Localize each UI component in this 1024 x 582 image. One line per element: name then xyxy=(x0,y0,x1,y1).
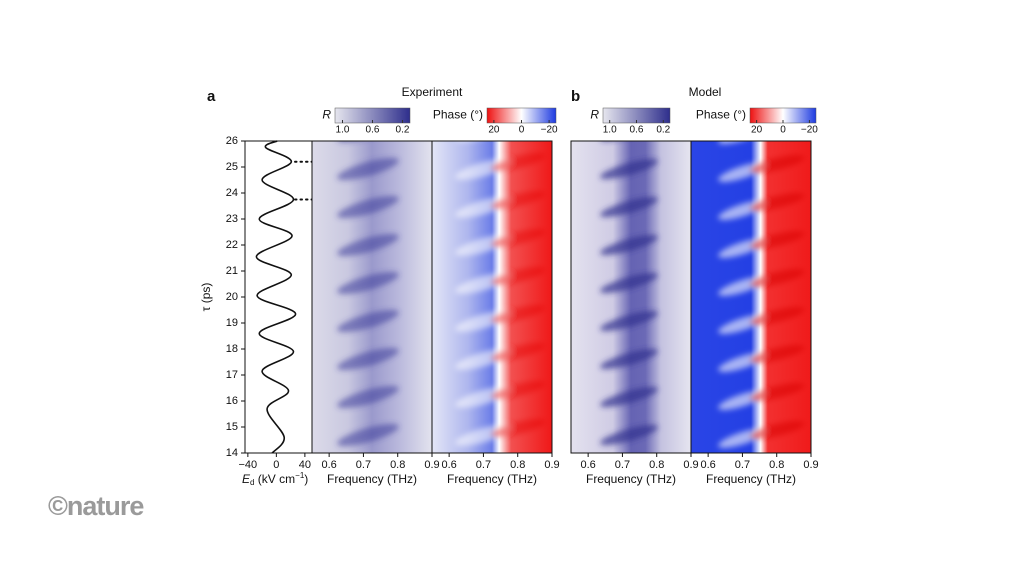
heatmap xyxy=(571,141,691,453)
y-tick-label: 24 xyxy=(226,187,238,199)
x-tick-label: 0.9 xyxy=(803,459,818,471)
x-axis-label: Frequency (THz) xyxy=(586,472,676,486)
x-tick-label: 0.6 xyxy=(580,459,595,471)
y-tick-label: 19 xyxy=(226,317,238,329)
heatmap-texture xyxy=(571,141,691,453)
x-tick-label: 0.8 xyxy=(510,459,525,471)
plot-frame xyxy=(690,140,812,454)
colorbar-tick-label: 1.0 xyxy=(603,125,617,136)
colorbar-label: Phase (°) xyxy=(696,108,746,122)
x-tick-label: 0.8 xyxy=(769,459,784,471)
heatmap-image xyxy=(571,141,691,453)
colorbar-tick-label: 0 xyxy=(519,125,525,136)
x-tick-label: 40 xyxy=(299,459,311,471)
x-axis-label: Frequency (THz) xyxy=(327,472,417,486)
x-axis-label: Frequency (THz) xyxy=(706,472,796,486)
plot-frame xyxy=(244,140,313,454)
colorbar-tick-label: 0.6 xyxy=(630,125,644,136)
colorbar-label: R xyxy=(322,108,331,122)
y-tick-label: 17 xyxy=(226,369,238,381)
colorbar-label: Phase (°) xyxy=(433,108,483,122)
colorbar-tick-label: 0.2 xyxy=(656,125,670,136)
x-axis-label-part: (kV cm xyxy=(254,472,295,486)
x-tick-label: 0.6 xyxy=(321,459,336,471)
colorbar-tick-label: 0.2 xyxy=(396,125,410,136)
panel-title: Model xyxy=(689,85,722,99)
y-tick-label: 18 xyxy=(226,343,238,355)
panel-letter: b xyxy=(571,88,580,105)
heatmap xyxy=(691,141,811,453)
colorbar-tick-label: 20 xyxy=(488,125,500,136)
x-axis-label-part: −1 xyxy=(295,471,305,480)
x-tick-label: 0.9 xyxy=(424,459,439,471)
x-axis-label-part: d xyxy=(250,478,254,487)
heatmap-texture xyxy=(432,141,552,453)
heatmap-texture xyxy=(691,141,811,453)
y-axis-label: τ (ps) xyxy=(199,283,213,312)
y-tick-label: 16 xyxy=(226,395,238,407)
colorbar-tick-label: −20 xyxy=(541,125,558,136)
x-tick-label: 0 xyxy=(273,459,279,471)
x-tick-label: 0.7 xyxy=(735,459,750,471)
x-tick-label: 0.9 xyxy=(544,459,559,471)
x-tick-label: 0.7 xyxy=(615,459,630,471)
colorbar-tick-label: 0.6 xyxy=(366,125,380,136)
x-tick-label: 0.8 xyxy=(649,459,664,471)
panel-title: Experiment xyxy=(402,85,463,99)
heatmap-bands xyxy=(432,141,552,453)
y-tick-label: 21 xyxy=(226,265,238,277)
plot-frame xyxy=(431,140,553,454)
x-tick-label: 0.9 xyxy=(683,459,698,471)
x-axis-label: Ed (kV cm−1) xyxy=(242,471,308,487)
heatmap-image xyxy=(691,141,811,453)
colorbar-tick-label: 1.0 xyxy=(336,125,350,136)
heatmap-image xyxy=(312,141,432,453)
heatmap-image xyxy=(432,141,552,453)
colorbar-label: R xyxy=(590,108,599,122)
y-tick-label: 20 xyxy=(226,291,238,303)
colorbar-tick-label: 0 xyxy=(780,125,786,136)
x-tick-label: 0.6 xyxy=(700,459,715,471)
x-tick-label: 0.8 xyxy=(390,459,405,471)
heatmap-bands xyxy=(312,141,432,453)
x-tick-label: 0.6 xyxy=(441,459,456,471)
watermark: ©nature xyxy=(48,491,144,521)
heatmap xyxy=(432,141,552,453)
heatmap-texture xyxy=(312,141,432,453)
x-tick-label: −40 xyxy=(239,459,258,471)
x-axis-label-part: ) xyxy=(304,472,308,486)
y-tick-label: 23 xyxy=(226,213,238,225)
colorbar-tick-label: 20 xyxy=(751,125,763,136)
y-tick-label: 26 xyxy=(226,135,238,147)
heatmap xyxy=(312,141,432,453)
y-tick-label: 14 xyxy=(226,447,238,459)
y-tick-label: 22 xyxy=(226,239,238,251)
y-tick-label: 15 xyxy=(226,421,238,433)
x-axis-label: Frequency (THz) xyxy=(447,472,537,486)
x-tick-label: 0.7 xyxy=(356,459,371,471)
x-axis-label-part: E xyxy=(242,472,251,486)
heatmap-bands xyxy=(571,141,691,453)
x-tick-label: 0.7 xyxy=(476,459,491,471)
y-tick-label: 25 xyxy=(226,161,238,173)
colorbar-tick-label: −20 xyxy=(801,125,818,136)
heatmap-bands xyxy=(691,141,811,453)
ed-line xyxy=(255,140,297,454)
panel-letter: a xyxy=(207,88,216,105)
